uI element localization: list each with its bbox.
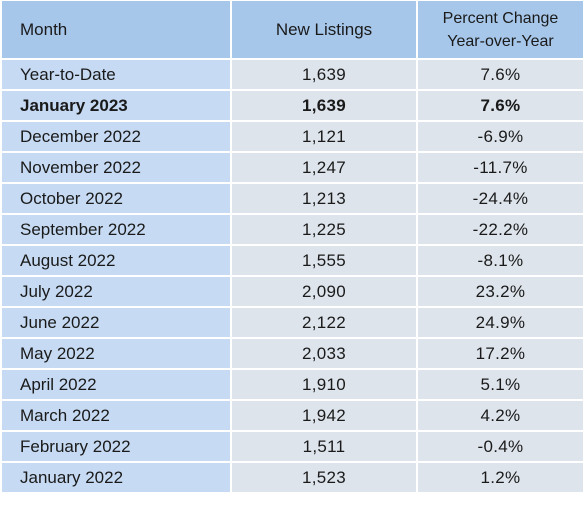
new-listings-table: Month New Listings Percent Change Year-o… [2,1,583,494]
new-listings-cell: 1,942 [232,401,418,432]
month-cell: November 2022 [2,153,232,184]
percent-change-header-line2: Year-over-Year [447,32,554,50]
percent-change-cell: 23.2% [418,277,583,308]
month-cell: February 2022 [2,432,232,463]
month-cell: September 2022 [2,215,232,246]
month-cell: January 2022 [2,463,232,494]
percent-change-cell: 4.2% [418,401,583,432]
table-row: January 2022 1,523 1.2% [2,463,583,494]
new-listings-cell: 1,555 [232,246,418,277]
percent-change-cell: -6.9% [418,122,583,153]
percent-change-cell: 17.2% [418,339,583,370]
percent-change-cell: 7.6% [418,60,583,91]
table-body: Year-to-Date 1,639 7.6% January 2023 1,6… [2,60,583,494]
table-header: Month New Listings Percent Change Year-o… [2,1,583,60]
new-listings-cell: 1,225 [232,215,418,246]
month-cell: April 2022 [2,370,232,401]
new-listings-cell: 2,122 [232,308,418,339]
table-row: July 2022 2,090 23.2% [2,277,583,308]
new-listings-cell: 2,090 [232,277,418,308]
month-cell: July 2022 [2,277,232,308]
table-row-current-month: January 2023 1,639 7.6% [2,91,583,122]
table-row: September 2022 1,225 -22.2% [2,215,583,246]
month-cell: December 2022 [2,122,232,153]
percent-change-cell: -22.2% [418,215,583,246]
month-cell: Year-to-Date [2,60,232,91]
month-cell: January 2023 [2,91,232,122]
new-listings-cell: 1,213 [232,184,418,215]
month-column-header: Month [2,1,232,60]
new-listings-cell: 1,121 [232,122,418,153]
new-listings-column-header: New Listings [232,1,418,60]
percent-change-cell: 5.1% [418,370,583,401]
table-row-ytd: Year-to-Date 1,639 7.6% [2,60,583,91]
percent-change-cell: -8.1% [418,246,583,277]
percent-change-column-header: Percent Change Year-over-Year [418,1,583,60]
percent-change-cell: 24.9% [418,308,583,339]
percent-change-cell: -11.7% [418,153,583,184]
month-cell: March 2022 [2,401,232,432]
month-cell: October 2022 [2,184,232,215]
percent-change-cell: 1.2% [418,463,583,494]
month-cell: August 2022 [2,246,232,277]
percent-change-header-line1: Percent Change [442,9,559,27]
new-listings-cell: 1,910 [232,370,418,401]
new-listings-cell: 1,247 [232,153,418,184]
month-cell: May 2022 [2,339,232,370]
table-row: November 2022 1,247 -11.7% [2,153,583,184]
percent-change-cell: 7.6% [418,91,583,122]
percent-change-cell: -24.4% [418,184,583,215]
new-listings-cell: 1,523 [232,463,418,494]
table-row: December 2022 1,121 -6.9% [2,122,583,153]
new-listings-cell: 1,639 [232,60,418,91]
table-row: February 2022 1,511 -0.4% [2,432,583,463]
percent-change-cell: -0.4% [418,432,583,463]
table-row: June 2022 2,122 24.9% [2,308,583,339]
table-row: October 2022 1,213 -24.4% [2,184,583,215]
new-listings-cell: 2,033 [232,339,418,370]
table-row: March 2022 1,942 4.2% [2,401,583,432]
new-listings-cell: 1,511 [232,432,418,463]
table-row: April 2022 1,910 5.1% [2,370,583,401]
new-listings-cell: 1,639 [232,91,418,122]
month-cell: June 2022 [2,308,232,339]
table-row: May 2022 2,033 17.2% [2,339,583,370]
table-row: August 2022 1,555 -8.1% [2,246,583,277]
header-row: Month New Listings Percent Change Year-o… [2,1,583,60]
